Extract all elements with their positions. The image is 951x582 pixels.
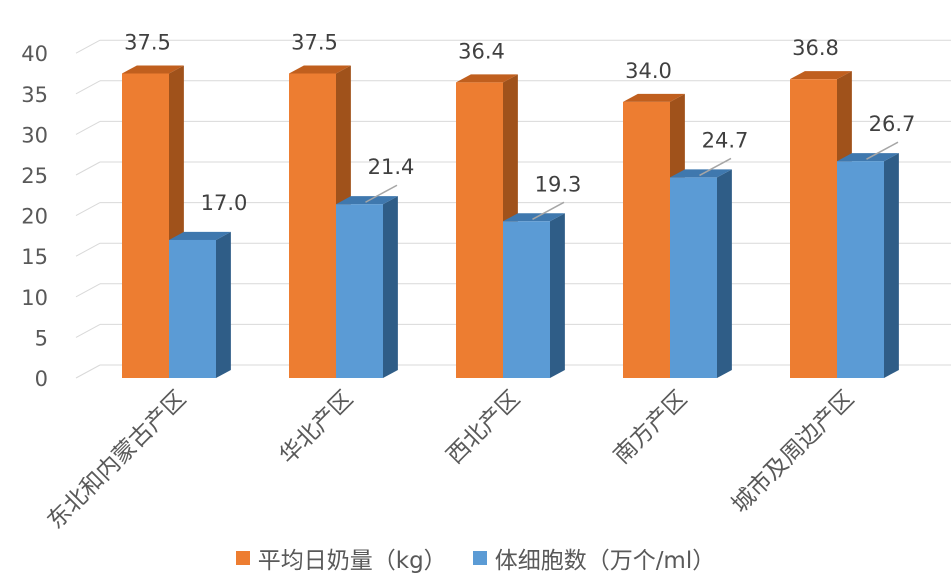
data-label: 26.7 [869, 112, 916, 136]
legend-item-milk: 平均日奶量（kg） [235, 541, 447, 575]
y-tick-label: 30 [21, 123, 48, 147]
bar-side [884, 153, 899, 378]
bar-milk [623, 101, 670, 379]
data-label: 34.0 [625, 59, 672, 83]
data-label-leader [532, 201, 565, 220]
gridline-depth [75, 242, 101, 257]
data-label: 36.4 [458, 39, 505, 63]
bar-top [122, 65, 184, 74]
data-label: 24.7 [702, 128, 749, 152]
bar-top [623, 93, 685, 102]
x-tick-label: 东北和内蒙古产区 [43, 386, 191, 534]
bar-somatic [837, 161, 884, 378]
y-tick-label: 5 [35, 326, 48, 350]
y-tick-label: 40 [21, 42, 48, 66]
bar-somatic [169, 239, 216, 378]
y-tick-label: 20 [21, 205, 48, 229]
y-tick-label: 35 [21, 83, 48, 107]
bar-top [456, 74, 518, 83]
data-label: 37.5 [291, 31, 338, 55]
data-label: 37.5 [124, 31, 171, 55]
gridline-depth [75, 161, 101, 176]
bar-side [550, 213, 565, 378]
bar-somatic [336, 204, 383, 378]
legend-label-somatic: 体细胞数（万个/ml） [494, 548, 716, 574]
legend: 平均日奶量（kg） 体细胞数（万个/ml） [0, 541, 951, 575]
gridline-depth [75, 202, 101, 217]
x-tick-label: 华北产区 [275, 386, 358, 469]
bar-top [169, 231, 231, 240]
x-tick-label: 城市及周边产区 [727, 386, 859, 518]
y-tick-label: 0 [35, 367, 48, 391]
gridline-depth [75, 39, 101, 54]
bar-milk [289, 73, 336, 378]
legend-swatch-somatic [472, 551, 487, 565]
gridline-depth [75, 323, 101, 338]
gridline-depth [75, 120, 101, 135]
bar-side [383, 196, 398, 378]
data-label: 36.8 [792, 36, 839, 60]
gridline-depth [75, 364, 101, 379]
bar-somatic [503, 221, 550, 378]
data-label-leader [866, 141, 899, 160]
bar-milk [456, 82, 503, 378]
bar-top [336, 196, 398, 205]
gridline-depth [75, 80, 101, 95]
bar-top [837, 153, 899, 162]
bar-milk [790, 79, 837, 379]
bar-top [790, 71, 852, 80]
y-tick-label: 25 [21, 164, 48, 188]
bar-side [717, 169, 732, 378]
legend-swatch-milk [235, 551, 250, 565]
data-label: 17.0 [201, 191, 248, 215]
x-tick-label: 南方产区 [609, 386, 692, 469]
data-label-leader [365, 184, 398, 203]
bar-side [216, 231, 231, 378]
bar-top [670, 169, 732, 178]
legend-item-somatic: 体细胞数（万个/ml） [472, 541, 716, 575]
bar-top [503, 213, 565, 222]
x-tick-label: 西北产区 [442, 386, 525, 469]
legend-label-milk: 平均日奶量（kg） [257, 548, 447, 574]
y-tick-label: 15 [21, 245, 48, 269]
y-tick-label: 10 [21, 286, 48, 310]
bar-somatic [670, 177, 717, 378]
data-label: 21.4 [368, 155, 415, 179]
bar-milk [122, 73, 169, 378]
data-label: 19.3 [535, 172, 582, 196]
bar-top [289, 65, 351, 74]
data-label-leader [699, 157, 732, 177]
gridline-depth [75, 283, 101, 298]
